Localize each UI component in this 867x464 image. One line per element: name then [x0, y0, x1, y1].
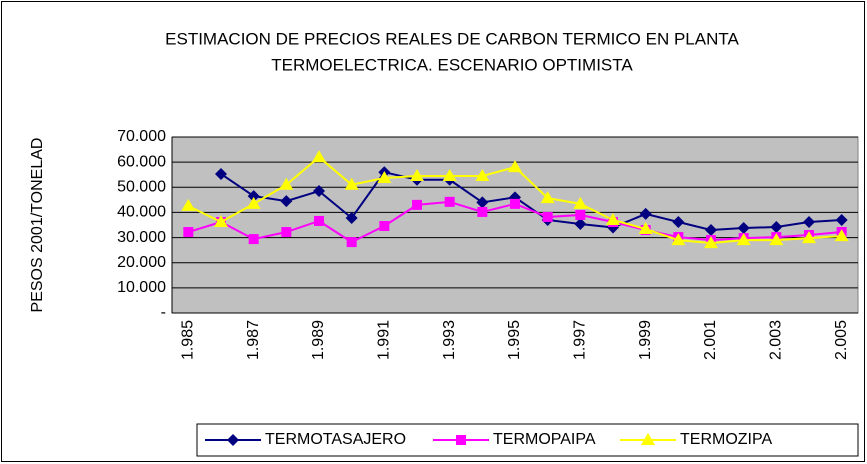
- marker: [575, 209, 586, 220]
- legend-label: TERMOZIPA: [680, 431, 772, 448]
- legend-marker: [641, 433, 655, 445]
- marker: [280, 195, 293, 208]
- legend-label: TERMOTASAJERO: [265, 431, 406, 448]
- marker: [508, 160, 522, 173]
- marker: [444, 196, 455, 207]
- marker: [705, 224, 717, 237]
- x-tick-label: 2.001: [702, 320, 719, 360]
- marker: [379, 221, 390, 232]
- marker: [281, 227, 292, 238]
- y-tick-label: -: [161, 304, 166, 321]
- marker: [540, 191, 555, 204]
- x-tick-label: 1.995: [506, 320, 523, 360]
- marker: [671, 233, 686, 246]
- marker: [803, 215, 815, 228]
- marker: [314, 215, 324, 226]
- y-tick-label: 70.000: [117, 128, 166, 145]
- marker: [477, 206, 488, 217]
- marker: [410, 168, 424, 181]
- marker: [476, 196, 489, 209]
- marker: [183, 227, 194, 238]
- marker: [573, 196, 588, 209]
- marker: [412, 199, 422, 210]
- y-tick-label: 40.000: [117, 204, 166, 221]
- marker: [313, 185, 325, 198]
- x-tick-label: 1.993: [441, 320, 458, 360]
- x-tick-label: 1.985: [180, 320, 197, 360]
- chart-title: ESTIMACION DE PRECIOS REALES DE CARBON T…: [165, 29, 739, 48]
- marker: [542, 211, 553, 222]
- marker: [346, 237, 357, 248]
- y-tick-label: 10.000: [117, 279, 166, 296]
- x-tick-label: 1.997: [572, 320, 589, 360]
- marker: [638, 222, 653, 235]
- marker: [345, 211, 358, 224]
- marker: [312, 150, 326, 163]
- x-tick-label: 1.989: [310, 320, 327, 360]
- marker: [510, 198, 520, 209]
- marker: [279, 177, 294, 190]
- marker: [769, 233, 784, 246]
- y-axis-label: PESOS 2001/TONELAD: [29, 138, 46, 313]
- y-tick-label: 60.000: [117, 153, 166, 170]
- marker: [704, 236, 718, 249]
- x-tick-label: 2.005: [833, 320, 850, 360]
- x-tick-label: 1.991: [376, 320, 393, 360]
- marker: [672, 215, 685, 228]
- marker: [181, 198, 196, 211]
- x-tick-label: 2.003: [768, 320, 785, 360]
- marker: [802, 231, 816, 244]
- chart-title: TERMOELECTRICA. ESCENARIO OPTIMISTA: [271, 55, 633, 74]
- y-tick-label: 50.000: [117, 179, 166, 196]
- marker: [834, 229, 849, 242]
- marker: [574, 217, 587, 230]
- marker: [639, 207, 652, 220]
- marker: [344, 177, 359, 190]
- marker: [475, 168, 490, 181]
- marker: [215, 167, 227, 180]
- legend-marker: [456, 435, 466, 445]
- marker: [770, 221, 783, 234]
- y-tick-label: 30.000: [117, 229, 166, 246]
- marker: [248, 234, 259, 245]
- marker: [737, 222, 750, 235]
- legend-box: [196, 423, 859, 457]
- x-tick-label: 1.987: [245, 320, 262, 360]
- marker: [377, 170, 392, 183]
- marker: [736, 233, 751, 246]
- y-tick-label: 20.000: [117, 254, 166, 271]
- legend-label: TERMOPAIPA: [493, 431, 596, 448]
- marker: [835, 213, 848, 226]
- x-tick-label: 1.999: [637, 320, 654, 360]
- marker: [214, 214, 228, 227]
- marker: [246, 196, 261, 209]
- marker: [442, 168, 457, 181]
- marker: [247, 190, 260, 203]
- legend-marker: [227, 434, 239, 446]
- marker: [606, 212, 620, 225]
